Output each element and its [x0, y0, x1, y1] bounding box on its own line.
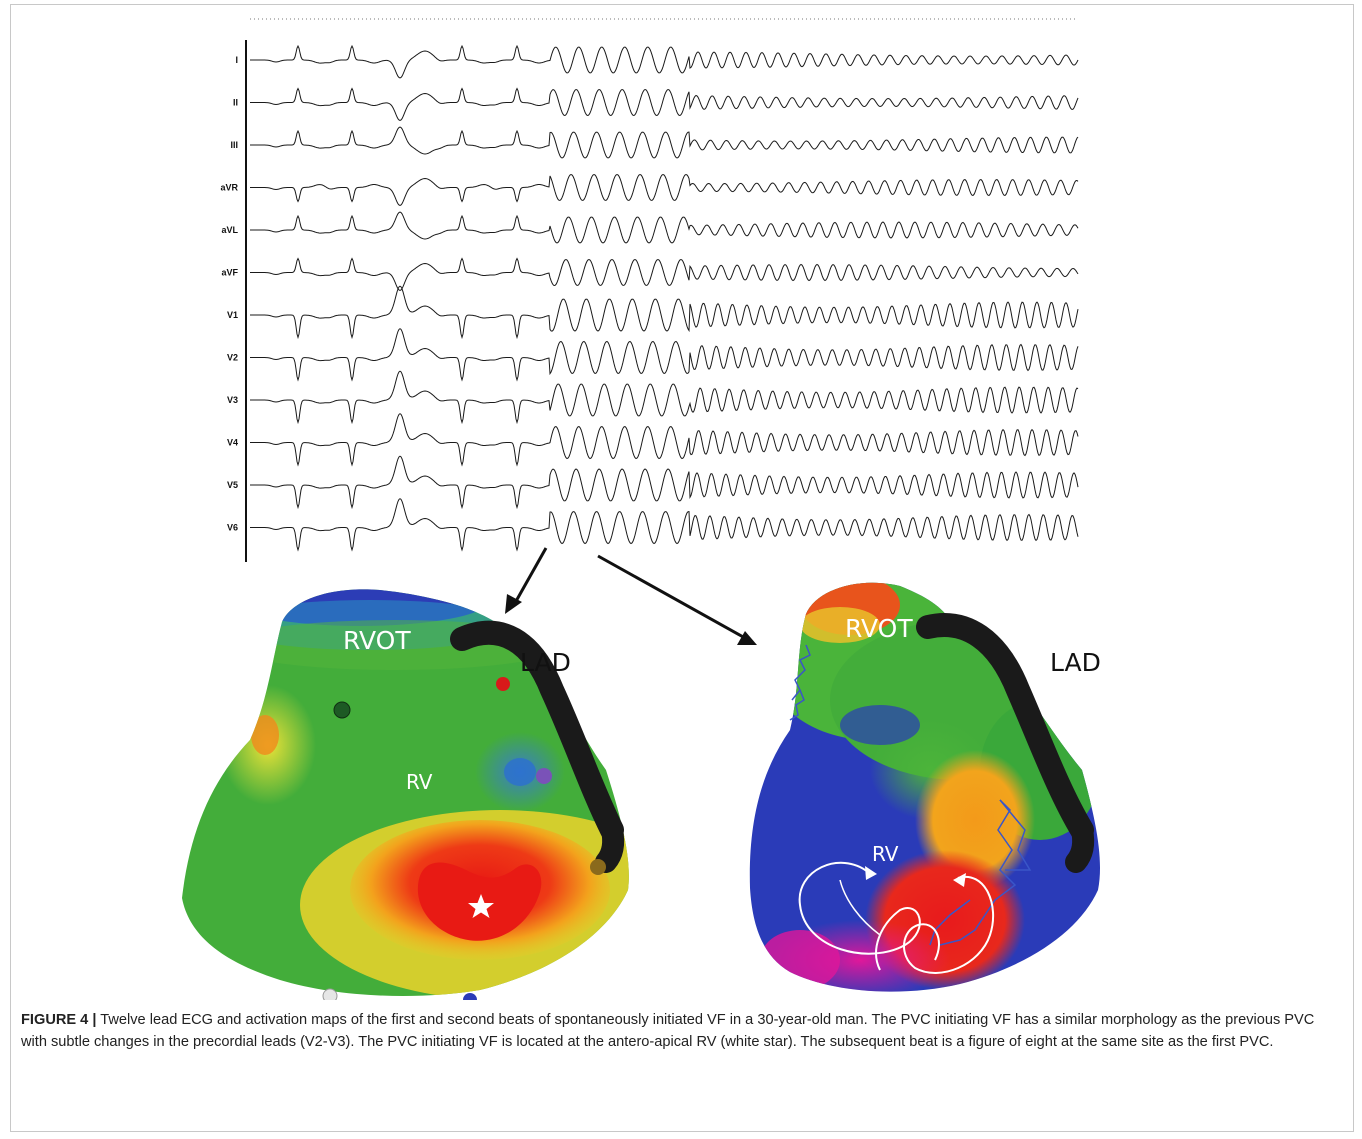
ecg-trace-v4 — [250, 413, 1079, 467]
figure-caption: FIGURE 4 | Twelve lead ECG and activatio… — [21, 1009, 1343, 1053]
lad-vessel — [450, 620, 624, 842]
ecg-lead-label: aVR — [220, 183, 238, 193]
ecg-trace-v6 — [250, 498, 1079, 552]
pvc-origin-star-icon — [468, 894, 494, 918]
marker-sphere-red — [496, 677, 510, 691]
reentry-loop-left — [798, 861, 921, 971]
ecg-lead-label: aVL — [221, 225, 238, 235]
figure-caption-label: FIGURE 4 | — [21, 1012, 97, 1028]
ecg-lead-label: V5 — [227, 480, 238, 490]
marker-sphere-olive — [590, 859, 606, 875]
ecg-trace-avr — [250, 173, 1079, 207]
ecg-trace-iii — [250, 126, 1079, 159]
ecg-trace-v5 — [250, 455, 1079, 510]
left-rvot-label: RVOT — [343, 626, 411, 655]
arrow-to-left-map — [505, 547, 548, 614]
lad-vessel-right — [916, 613, 1094, 842]
marker-sphere-purple — [536, 768, 552, 784]
ecg-lead-label: V4 — [227, 438, 238, 448]
ecg-trace-v2 — [250, 328, 1079, 382]
ecg-trace-avf — [250, 257, 1079, 292]
activation-map-first-beat: RVOT LAD RV — [182, 589, 629, 1000]
ecg-lead-label: V1 — [227, 310, 238, 320]
ecg-trace-avl — [250, 211, 1079, 244]
right-lad-label: LAD — [1050, 648, 1101, 677]
marker-sphere-white — [322, 988, 338, 1000]
left-lad-label: LAD — [520, 648, 571, 677]
ecg-lead-label: II — [233, 98, 238, 108]
figure-frame — [10, 4, 1354, 1132]
left-rv-label: RV — [406, 770, 433, 794]
ecg-lead-label: I — [235, 55, 238, 65]
right-rv-label: RV — [872, 842, 899, 866]
ecg-trace-i — [250, 44, 1079, 79]
marker-sphere-dark-green — [333, 701, 351, 719]
ecg-lead-label: III — [230, 140, 238, 150]
arrow-to-right-map — [597, 554, 757, 645]
ecg-trace-v3 — [250, 370, 1079, 425]
ecg-trace-v1 — [250, 285, 1079, 340]
right-rvot-label: RVOT — [845, 614, 913, 643]
reentry-loop-right — [903, 875, 995, 974]
ecg-lead-label: V3 — [227, 395, 238, 405]
marker-sphere-blue — [463, 993, 477, 1000]
ecg-lead-label: aVF — [221, 268, 238, 278]
ecg-trace-ii — [250, 87, 1079, 122]
ecg-lead-label: V6 — [227, 523, 238, 533]
activation-map-second-beat: RVOT LAD RV — [749, 582, 1101, 992]
ecg-lead-label: V2 — [227, 353, 238, 363]
figure-caption-text: Twelve lead ECG and activation maps of t… — [21, 1012, 1315, 1050]
